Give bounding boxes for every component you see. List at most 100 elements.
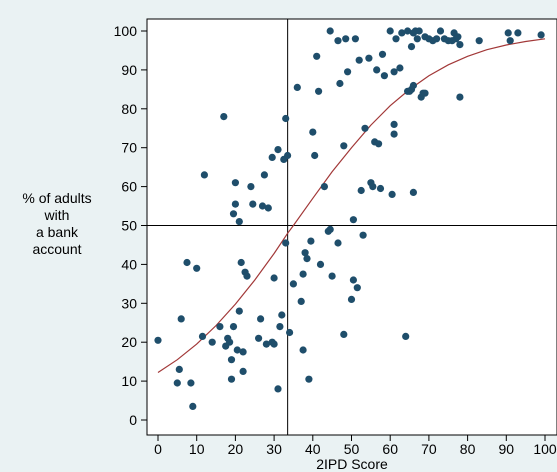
data-point bbox=[301, 249, 309, 257]
data-point bbox=[227, 375, 236, 383]
x-tick-label: 90 bbox=[499, 441, 515, 457]
y-tick-label: 60 bbox=[121, 179, 137, 195]
data-point bbox=[390, 120, 398, 128]
data-point bbox=[506, 37, 514, 45]
y-axis-title-line-1: % of adults bbox=[22, 190, 92, 206]
data-point bbox=[175, 365, 183, 373]
data-point bbox=[328, 272, 336, 280]
data-point bbox=[396, 64, 404, 72]
x-axis: 0 10 20 30 40 50 60 70 80 90 100 bbox=[154, 435, 557, 457]
data-point bbox=[378, 50, 387, 58]
data-point bbox=[390, 130, 398, 138]
data-point bbox=[226, 338, 234, 346]
data-point bbox=[409, 81, 417, 90]
data-point bbox=[255, 334, 263, 342]
data-point bbox=[286, 328, 294, 337]
data-point bbox=[262, 340, 270, 348]
data-point bbox=[282, 239, 290, 247]
x-tick-label: 40 bbox=[305, 441, 321, 457]
data-point bbox=[220, 113, 228, 121]
y-axis: 0 10 20 30 40 50 60 70 80 90 100 bbox=[114, 23, 147, 428]
data-point bbox=[375, 140, 383, 148]
data-point bbox=[284, 151, 292, 160]
x-axis-title: 2IPD Score bbox=[316, 456, 388, 472]
x-tick-label: 0 bbox=[154, 441, 162, 457]
data-point bbox=[347, 295, 356, 303]
data-point bbox=[299, 270, 307, 278]
data-point bbox=[276, 323, 284, 331]
data-point bbox=[334, 239, 342, 247]
data-point bbox=[154, 336, 162, 344]
data-point bbox=[365, 54, 373, 62]
y-tick-label: 40 bbox=[121, 256, 137, 272]
data-point bbox=[183, 258, 191, 267]
data-point bbox=[349, 216, 357, 224]
data-point bbox=[369, 183, 377, 191]
y-tick-label: 70 bbox=[121, 140, 137, 156]
data-point bbox=[270, 274, 278, 282]
data-point bbox=[376, 184, 385, 193]
data-point bbox=[293, 83, 301, 91]
data-point bbox=[257, 315, 265, 323]
data-point bbox=[514, 29, 522, 37]
x-tick-label: 20 bbox=[228, 441, 244, 457]
data-point bbox=[344, 68, 352, 76]
data-point bbox=[313, 52, 321, 60]
data-point bbox=[413, 35, 421, 43]
data-point bbox=[235, 218, 243, 226]
y-tick-label: 10 bbox=[121, 373, 137, 389]
data-point bbox=[299, 346, 307, 354]
data-point bbox=[258, 202, 267, 210]
reference-lines bbox=[147, 19, 557, 435]
data-point bbox=[231, 179, 239, 187]
data-point bbox=[421, 89, 429, 97]
data-point bbox=[407, 43, 416, 51]
data-point bbox=[456, 41, 464, 49]
data-point bbox=[436, 27, 445, 35]
x-tick-label: 80 bbox=[460, 441, 476, 457]
x-tick-label: 70 bbox=[421, 441, 437, 457]
plot-area bbox=[146, 18, 557, 436]
data-point bbox=[504, 29, 512, 37]
data-point bbox=[229, 323, 238, 331]
y-tick-label: 90 bbox=[121, 62, 137, 78]
y-axis-title-line-2: with bbox=[44, 207, 70, 223]
data-point bbox=[353, 284, 361, 292]
data-point bbox=[454, 33, 462, 41]
data-point bbox=[239, 367, 247, 375]
data-point bbox=[359, 231, 367, 239]
data-point bbox=[233, 346, 241, 354]
data-point bbox=[355, 56, 363, 64]
y-tick-label: 50 bbox=[121, 218, 137, 234]
data-point bbox=[390, 68, 398, 76]
data-point bbox=[315, 87, 323, 95]
y-tick-label: 30 bbox=[121, 295, 137, 311]
data-point bbox=[409, 188, 417, 196]
data-point bbox=[326, 27, 334, 35]
y-axis-title-line-4: account bbox=[32, 241, 82, 257]
data-point bbox=[289, 280, 297, 288]
data-point bbox=[340, 142, 348, 150]
data-point bbox=[260, 171, 268, 179]
x-tick-label: 50 bbox=[344, 441, 360, 457]
data-point bbox=[326, 225, 334, 233]
data-point bbox=[342, 35, 350, 43]
data-point bbox=[274, 385, 282, 393]
data-point bbox=[357, 186, 365, 195]
data-point bbox=[231, 200, 239, 208]
fitted-logistic-curve bbox=[157, 38, 546, 374]
y-tick-label: 20 bbox=[121, 334, 137, 350]
data-point bbox=[243, 272, 251, 280]
data-point bbox=[415, 27, 423, 35]
data-point bbox=[537, 31, 545, 39]
data-point bbox=[433, 35, 441, 43]
data-point bbox=[307, 237, 315, 245]
x-tick-label: 60 bbox=[382, 441, 398, 457]
data-point bbox=[297, 297, 305, 305]
data-point bbox=[274, 146, 282, 154]
data-point bbox=[200, 171, 208, 179]
y-axis-title-line-3: a bank bbox=[35, 224, 79, 240]
data-point bbox=[282, 114, 290, 123]
data-points-layer bbox=[154, 27, 545, 410]
data-point bbox=[309, 128, 317, 136]
